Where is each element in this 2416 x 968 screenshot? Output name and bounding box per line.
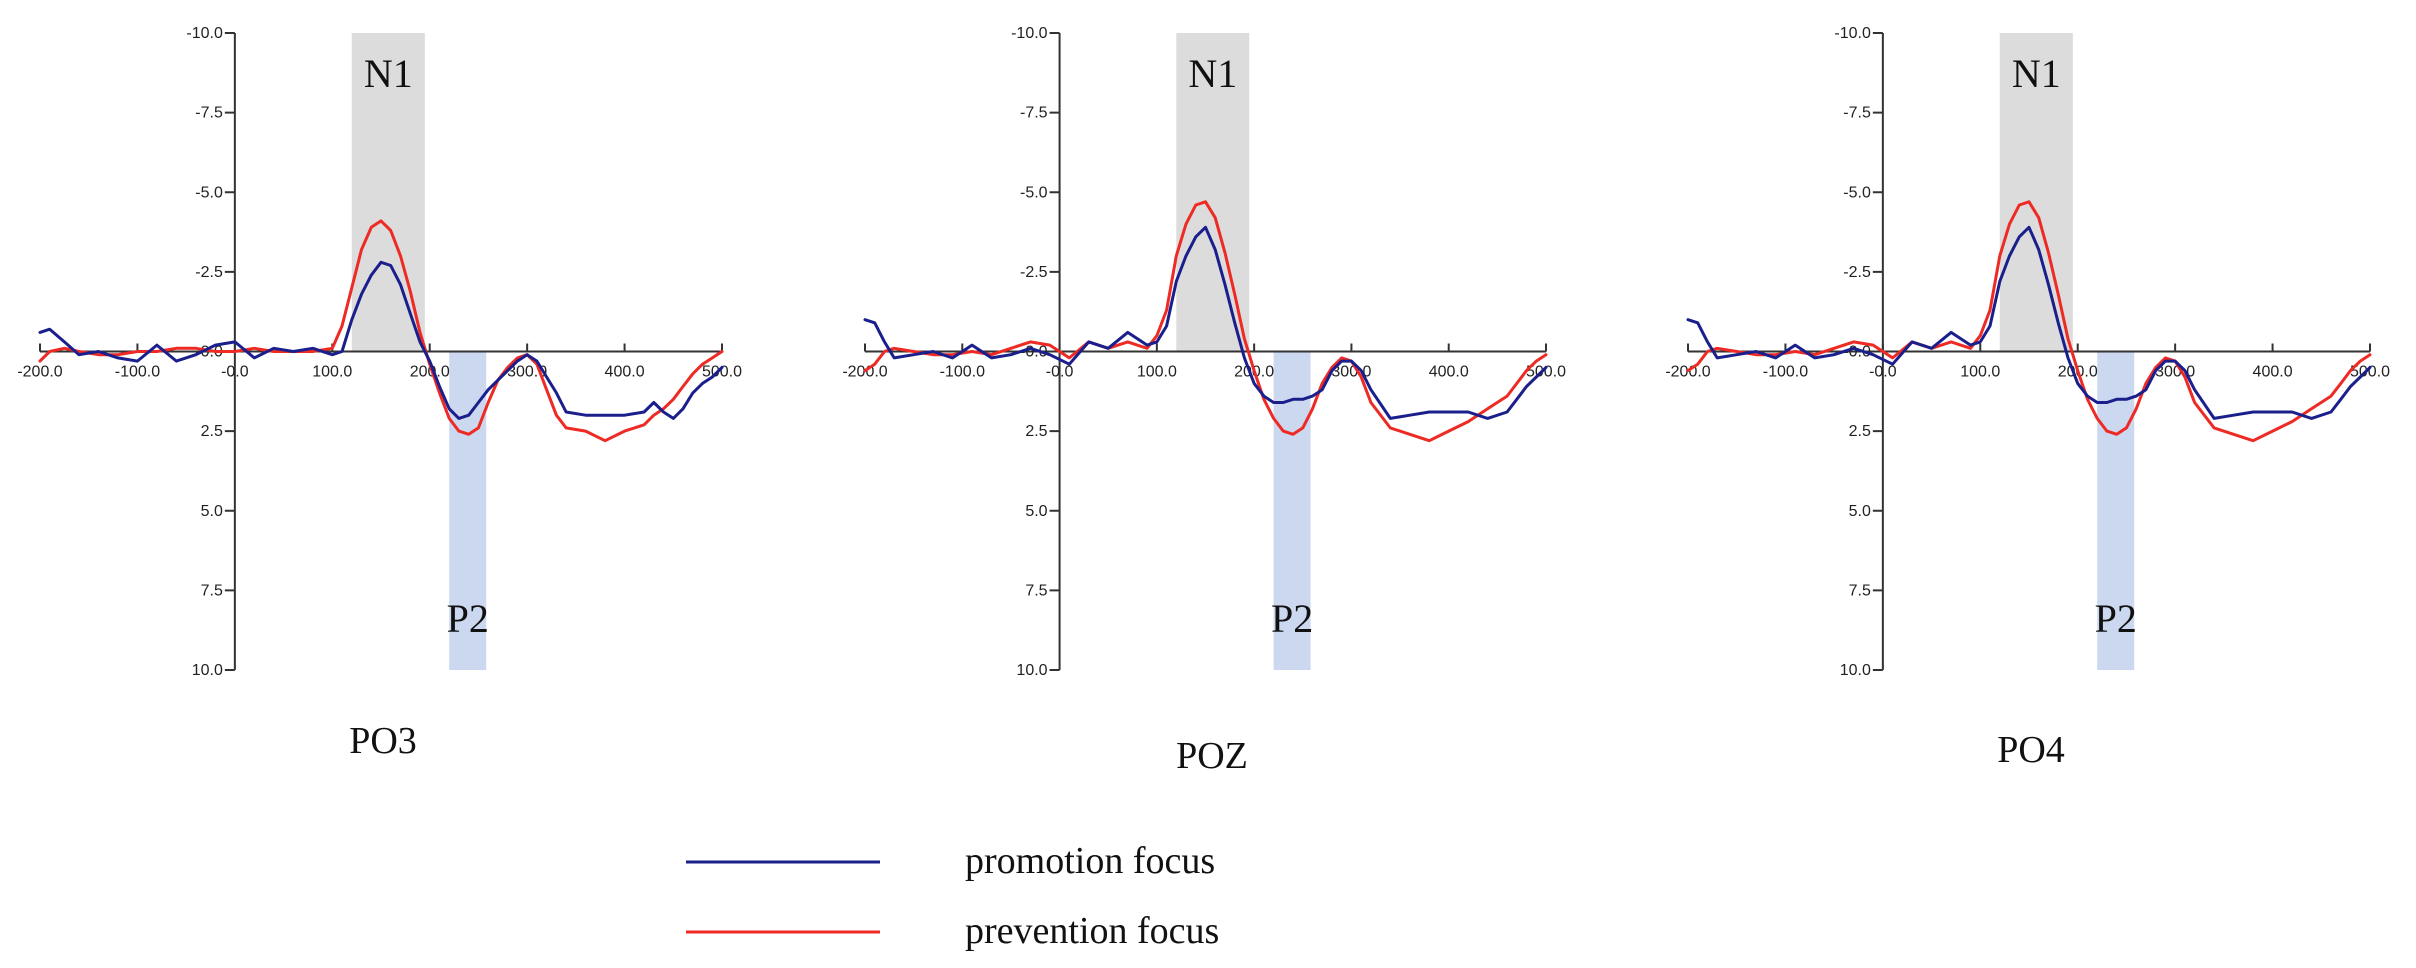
y-tick-label: 10.0: [1016, 662, 1047, 679]
panel-title: POZ: [1176, 735, 1248, 777]
y-tick-label: -0.0: [1843, 344, 1871, 361]
erp-panel-po4: -200.0 -100.0 -0.0 100.0 200.0 300.0 400.0 500.…: [1665, 25, 2390, 771]
p2-window: [449, 351, 487, 670]
x-tick-label: -0.0: [1869, 364, 1897, 381]
erp-panel-poz: -200.0 -100.0 -0.0 100.0 200.0 300.0 400.0 500.…: [842, 25, 1566, 777]
panels: -200.0 -100.0 -0.0 100.0 200.0 300.0 400.0 500.…: [17, 25, 2390, 777]
x-tick-label: -0.0: [221, 364, 249, 381]
y-tick-label: -7.5: [1843, 105, 1871, 122]
legend-label-promotion-focus: promotion focus: [965, 840, 1215, 882]
n1-label: N1: [364, 51, 413, 96]
y-tick-label: -0.0: [1020, 344, 1048, 361]
x-tick-label: -100.0: [115, 364, 160, 381]
y-tick-label: 2.5: [1025, 423, 1047, 440]
x-tick-label: 100.0: [1960, 364, 2000, 381]
panel-title: PO4: [1997, 729, 2065, 771]
p2-window: [2097, 351, 2135, 670]
y-tick-label: 10.0: [1840, 662, 1871, 679]
y-tick-label: -10.0: [1011, 25, 1048, 42]
y-tick-label: 7.5: [1849, 582, 1871, 599]
n1-label: N1: [1188, 51, 1237, 96]
x-tick-label: 200.0: [410, 364, 450, 381]
y-tick-label: 5.0: [1849, 503, 1871, 520]
y-tick-label: 10.0: [192, 662, 223, 679]
x-tick-label: 400.0: [605, 364, 645, 381]
x-tick-label: 400.0: [1429, 364, 1469, 381]
y-tick-label: 7.5: [201, 582, 223, 599]
y-tick-label: -5.0: [1020, 184, 1048, 201]
x-tick-label: 100.0: [1137, 364, 1177, 381]
y-tick-label: 2.5: [1849, 423, 1871, 440]
y-tick-label: 5.0: [201, 503, 223, 520]
y-tick-label: -5.0: [195, 184, 223, 201]
y-tick-label: -7.5: [1020, 105, 1048, 122]
promotion-focus-line: [1686, 225, 2372, 420]
y-tick-label: -0.0: [195, 344, 223, 361]
n1-window: [1999, 33, 2073, 352]
legend-label-prevention-focus: prevention focus: [965, 910, 1219, 952]
p2-window: [1273, 351, 1311, 670]
y-tick-label: -2.5: [1020, 264, 1048, 281]
y-tick-label: -7.5: [195, 105, 223, 122]
y-tick-label: 2.5: [201, 423, 223, 440]
erp-panel-po3: -200.0 -100.0 -0.0 100.0 200.0 300.0 400.0 500.…: [17, 25, 742, 762]
y-tick-label: 5.0: [1025, 503, 1047, 520]
x-tick-label: -100.0: [940, 364, 985, 381]
promotion-focus-line: [863, 225, 1548, 420]
promotion-focus-line: [38, 260, 724, 420]
y-tick-label: -10.0: [1834, 25, 1871, 42]
p2-label: P2: [2095, 596, 2137, 641]
legend: promotion focus prevention focus: [686, 840, 1219, 952]
y-tick-label: -5.0: [1843, 184, 1871, 201]
x-tick-label: -0.0: [1046, 364, 1074, 381]
x-tick-label: -100.0: [1763, 364, 1808, 381]
p2-label: P2: [1271, 596, 1313, 641]
x-tick-label: 100.0: [312, 364, 352, 381]
x-tick-label: -200.0: [17, 364, 62, 381]
y-tick-label: -2.5: [1843, 264, 1871, 281]
y-tick-label: 7.5: [1025, 582, 1047, 599]
prevention-focus-line: [1686, 200, 2372, 443]
y-tick-label: -2.5: [195, 264, 223, 281]
x-tick-label: 400.0: [2253, 364, 2293, 381]
panel-title: PO3: [349, 720, 417, 762]
y-tick-label: -10.0: [186, 25, 223, 42]
n1-label: N1: [2012, 51, 2061, 96]
p2-label: P2: [447, 596, 489, 641]
prevention-focus-line: [863, 200, 1548, 443]
